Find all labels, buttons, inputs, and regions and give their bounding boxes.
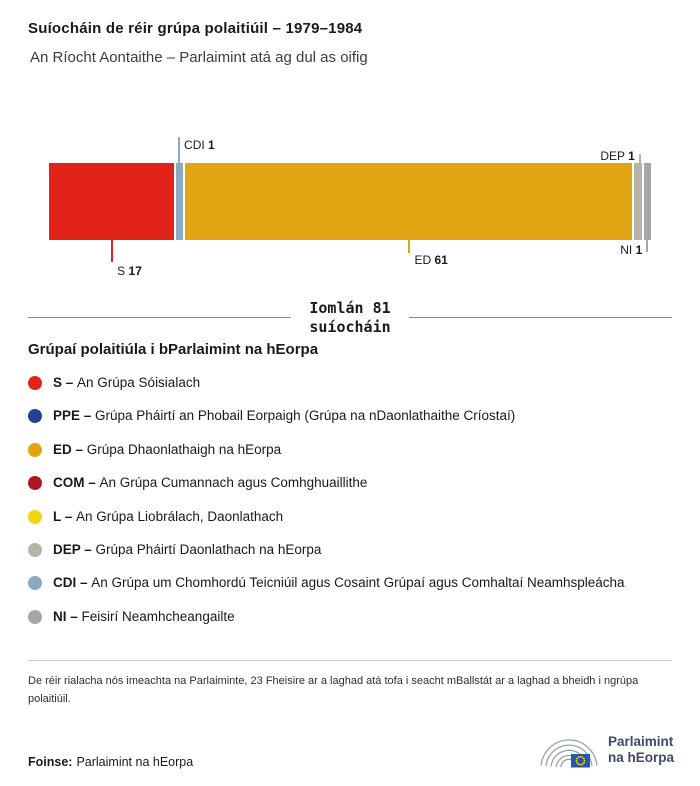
legend-dot-ED (28, 442, 42, 457)
seat-bar (49, 163, 651, 240)
seat-label-NI: NI 1 (620, 243, 643, 257)
total-rule-left (28, 317, 292, 319)
eu-flag-stars (575, 755, 586, 766)
ep-logo: Parlaimint na hEorpa (538, 727, 674, 773)
seat-label-DEP: DEP 1 (600, 149, 635, 163)
leader-line-DEP (638, 154, 641, 163)
legend-dot-S (28, 376, 42, 390)
legend-item-L: L – An Grúpa Liobrálach, Daonlathach (28, 509, 672, 526)
source-label: Foinse: (28, 755, 73, 769)
seat-chart: S 17 CDI 1 ED 61 DEP 1 NI 1 (49, 137, 651, 280)
legend-dot-DEP (28, 542, 42, 557)
total-rule-right (408, 317, 672, 319)
legend-item-NI: NI – Feisirí Neamhcheangailte (28, 609, 672, 626)
legend-item-CDI: CDI – An Grúpa um Chomhordú Teicniúil ag… (28, 575, 672, 592)
legend-dot-PPE (28, 409, 42, 424)
bar-segment-S[interactable] (49, 163, 174, 240)
bar-segment-NI[interactable] (643, 163, 651, 240)
legend-label-NI: NI – Feisirí Neamhcheangailte (53, 608, 235, 624)
legend-title: Grúpaí polaitiúla i bParlaimint na hEorp… (28, 341, 319, 358)
ep-logo-text: Parlaimint na hEorpa (608, 734, 674, 766)
source-line: Foinse: Parlaimint na hEorpa (28, 755, 193, 769)
seat-label-ED: ED 61 (414, 253, 448, 267)
legend-label-ED: ED – Grúpa Dhaonlathaigh na hEorpa (53, 441, 282, 457)
legend-label-S: S – An Grúpa Sóisialach (53, 375, 201, 390)
procedural-note: De réir rialacha nós imeachta na Parlaim… (28, 675, 639, 705)
legend-dot-COM (28, 476, 42, 491)
page-title: Suíocháin de réir grúpa polaitiúil – 197… (28, 20, 363, 37)
leader-line-S (111, 240, 114, 262)
seat-label-S: S 17 (117, 264, 142, 278)
bar-segment-DEP[interactable] (634, 163, 642, 240)
ep-hemicycle-icon (540, 739, 598, 768)
legend-label-PPE: PPE – Grúpa Pháirtí an Phobail Eorpaigh … (53, 408, 516, 424)
legend-label-L: L – An Grúpa Liobrálach, Daonlathach (53, 508, 284, 524)
legend-dot-L (28, 509, 42, 524)
total-seats: Iomlán 81 suíocháin (28, 299, 672, 337)
leader-line-NI (646, 240, 649, 252)
total-line1: Iomlán 81 (309, 299, 391, 317)
bar-segment-ED[interactable] (185, 163, 633, 240)
footer-divider (28, 660, 672, 661)
bar-segment-CDI[interactable] (175, 163, 183, 240)
legend-item-PPE: PPE – Grúpa Pháirtí an Phobail Eorpaigh … (28, 408, 672, 425)
eu-flag (570, 754, 590, 768)
legend-label-DEP: DEP – Grúpa Pháirtí Daonlathach na hEorp… (53, 541, 322, 557)
legend-dot-NI (28, 609, 42, 624)
source-value: Parlaimint na hEorpa (76, 755, 194, 769)
page-subtitle: An Ríocht Aontaithe – Parlaimint atá ag … (30, 49, 368, 66)
legend-item-COM: COM – An Grúpa Cumannach agus Comhghuail… (28, 475, 672, 492)
leader-line-ED (408, 240, 411, 253)
legend-dot-CDI (28, 576, 42, 591)
legend-item-S: S – An Grúpa Sóisialach (28, 375, 672, 392)
total-label: Iomlán 81 suíocháin (291, 299, 408, 337)
legend-item-DEP: DEP – Grúpa Pháirtí Daonlathach na hEorp… (28, 542, 672, 559)
seat-label-CDI: CDI 1 (184, 138, 215, 152)
legend-label-CDI: CDI – An Grúpa um Chomhordú Teicniúil ag… (53, 575, 625, 591)
legend-item-ED: ED – Grúpa Dhaonlathaigh na hEorpa (28, 442, 672, 459)
leader-line-CDI (178, 137, 181, 163)
legend: Grúpaí polaitiúla i bParlaimint na hEorp… (28, 341, 672, 642)
logo-line1: Parlaimint (607, 733, 674, 749)
logo-line2: na hEorpa (607, 750, 674, 765)
legend-label-COM: COM – An Grúpa Cumannach agus Comhghuail… (53, 475, 368, 491)
legend-list: S – An Grúpa Sóisialach PPE – Grúpa Pháir… (28, 375, 672, 626)
total-line2: suíocháin (309, 317, 391, 336)
